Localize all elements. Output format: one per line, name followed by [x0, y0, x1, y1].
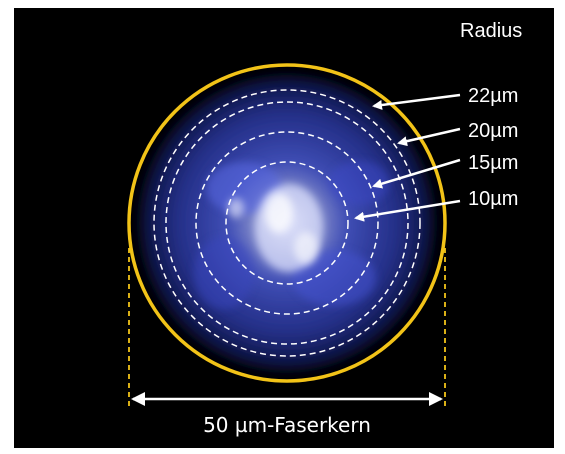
arrow-15um [372, 158, 461, 189]
fiber-core-figure: Radius 22µm 20µm 15µm 10µm 50 µm-Faserke… [14, 8, 554, 448]
arrow-20um [397, 127, 461, 147]
radius-label-10um: 10µm [468, 188, 518, 210]
radius-circle-15um [195, 131, 379, 315]
legend-title: Radius [460, 20, 522, 42]
radius-label-22um: 22µm [468, 85, 518, 107]
core-intensity-glow [139, 75, 435, 371]
arrow-22um [372, 93, 461, 110]
radius-circles [153, 89, 421, 357]
radius-circle-22um [153, 89, 421, 357]
diameter-caption: 50 µm-Faserkern [203, 413, 371, 437]
core-outline-circle [127, 63, 447, 383]
fiber-core-diagram: Radius 22µm 20µm 15µm 10µm 50 µm-Faserke… [127, 20, 522, 437]
leader-arrows [354, 93, 461, 222]
radius-label-20um: 20µm [468, 120, 518, 142]
radius-circle-10um [225, 161, 349, 285]
radius-label-15um: 15µm [468, 152, 518, 174]
arrow-10um [354, 199, 461, 222]
radius-circle-20um [165, 101, 409, 345]
